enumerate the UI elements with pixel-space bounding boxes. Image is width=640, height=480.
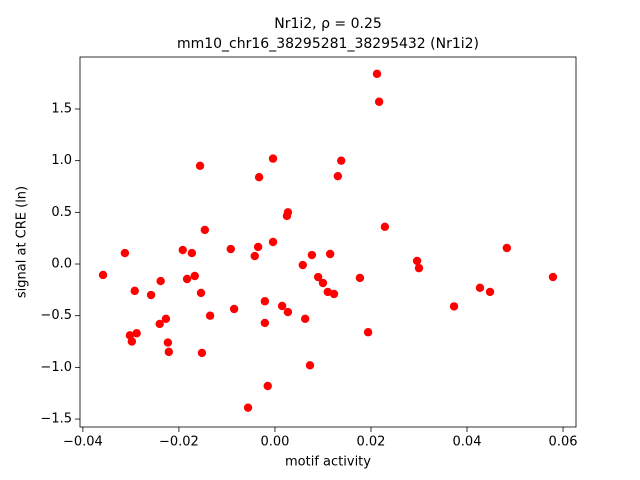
chart-title: Nr1i2, ρ = 0.25 <box>274 16 382 32</box>
point <box>363 328 373 337</box>
point <box>414 263 424 273</box>
point <box>205 311 215 320</box>
point <box>263 381 272 391</box>
x-axis-label: motif activity <box>285 455 371 470</box>
point <box>318 278 328 288</box>
point <box>182 274 192 284</box>
point <box>250 251 259 261</box>
point <box>337 156 346 165</box>
point <box>260 297 270 306</box>
point <box>374 97 384 106</box>
point <box>98 270 108 280</box>
point <box>305 361 315 370</box>
point <box>268 154 278 163</box>
point <box>226 244 235 254</box>
point <box>197 348 207 358</box>
point <box>127 337 137 346</box>
point <box>298 260 307 270</box>
point <box>146 290 156 300</box>
point <box>164 347 174 357</box>
y-tick-label: −1.5 <box>40 412 72 427</box>
point <box>196 288 206 298</box>
plot-frame <box>79 56 577 428</box>
point <box>254 172 264 182</box>
point <box>333 171 343 181</box>
y-tick-label: −0.5 <box>40 308 72 323</box>
point <box>307 250 317 260</box>
x-tick-label: −0.04 <box>63 435 103 450</box>
point <box>502 243 512 253</box>
x-tick-label: 0.00 <box>260 435 289 450</box>
point <box>132 329 141 338</box>
point <box>156 276 165 286</box>
point <box>372 69 382 79</box>
y-tick-label: 1.5 <box>51 101 72 116</box>
x-tick-label: 0.02 <box>356 435 385 450</box>
point <box>475 283 485 292</box>
point <box>161 314 171 323</box>
point <box>178 245 187 255</box>
y-tick-label: −1.0 <box>40 360 72 375</box>
y-tick-label: 0.5 <box>51 205 72 220</box>
point <box>300 314 310 323</box>
point <box>412 256 422 266</box>
point <box>548 272 558 282</box>
point <box>283 208 293 217</box>
point <box>187 248 197 258</box>
point <box>283 307 293 317</box>
y-axis-label: signal at CRE (ln) <box>15 186 30 298</box>
y-tick-label: 1.0 <box>51 153 72 168</box>
point <box>268 237 278 247</box>
x-tick-label: 0.06 <box>549 435 578 450</box>
y-tick-label: 0.0 <box>51 257 72 272</box>
point <box>130 286 139 296</box>
x-tick-label: 0.04 <box>453 435 482 450</box>
point <box>163 338 173 347</box>
point <box>329 289 339 299</box>
point <box>485 287 495 297</box>
point <box>195 161 205 171</box>
point <box>449 302 459 311</box>
point <box>253 242 263 252</box>
point <box>260 318 270 328</box>
point <box>325 249 335 259</box>
x-tick-label: −0.02 <box>159 435 199 450</box>
point <box>277 301 287 311</box>
point <box>229 304 239 314</box>
point <box>120 248 130 258</box>
point <box>243 403 253 412</box>
chart-subtitle: mm10_chr16_38295281_38295432 (Nr1i2) <box>177 36 479 52</box>
point <box>155 319 164 329</box>
point <box>355 273 365 283</box>
point <box>380 222 390 232</box>
point <box>200 225 210 235</box>
point <box>313 272 323 282</box>
point <box>190 271 199 281</box>
